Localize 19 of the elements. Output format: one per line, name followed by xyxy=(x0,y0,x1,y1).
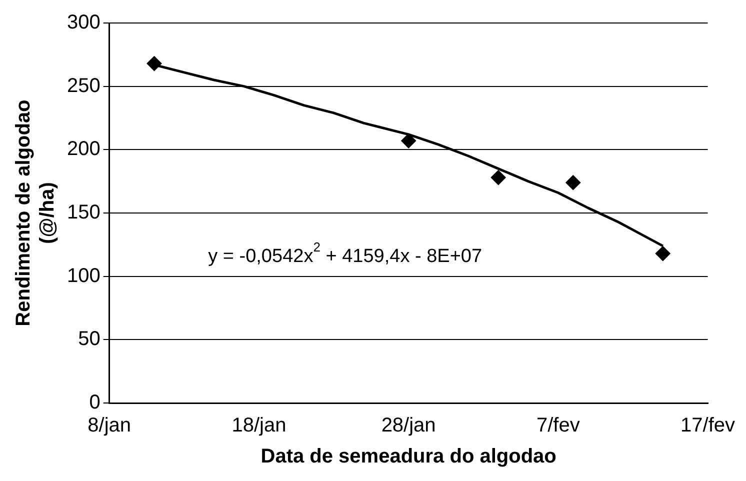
point xyxy=(490,170,506,186)
x-tick-label: 17/fev xyxy=(680,414,735,437)
point xyxy=(655,246,670,262)
point xyxy=(401,133,416,148)
y-axis-title: Rendimento de algodao (@/ha) xyxy=(12,100,59,326)
point xyxy=(566,175,581,190)
y-tick-label: 0 xyxy=(89,392,100,414)
y-tick-label: 100 xyxy=(66,264,100,287)
y-tick-label: 300 xyxy=(66,12,100,34)
x-tick-label: 7/fev xyxy=(536,414,580,437)
y-tick-label: 250 xyxy=(66,74,100,97)
x-tick-label: 18/jan xyxy=(232,414,286,437)
y-tick-label: 200 xyxy=(66,138,100,160)
y-tick-label: 150 xyxy=(66,202,100,224)
point xyxy=(146,56,162,72)
x-tick-label: 8/jan xyxy=(88,414,132,437)
x-tick-label: 28/jan xyxy=(381,414,436,437)
y-tick-label: 50 xyxy=(78,328,100,350)
x-axis-title: Data de semeadura do algodao xyxy=(260,446,556,468)
